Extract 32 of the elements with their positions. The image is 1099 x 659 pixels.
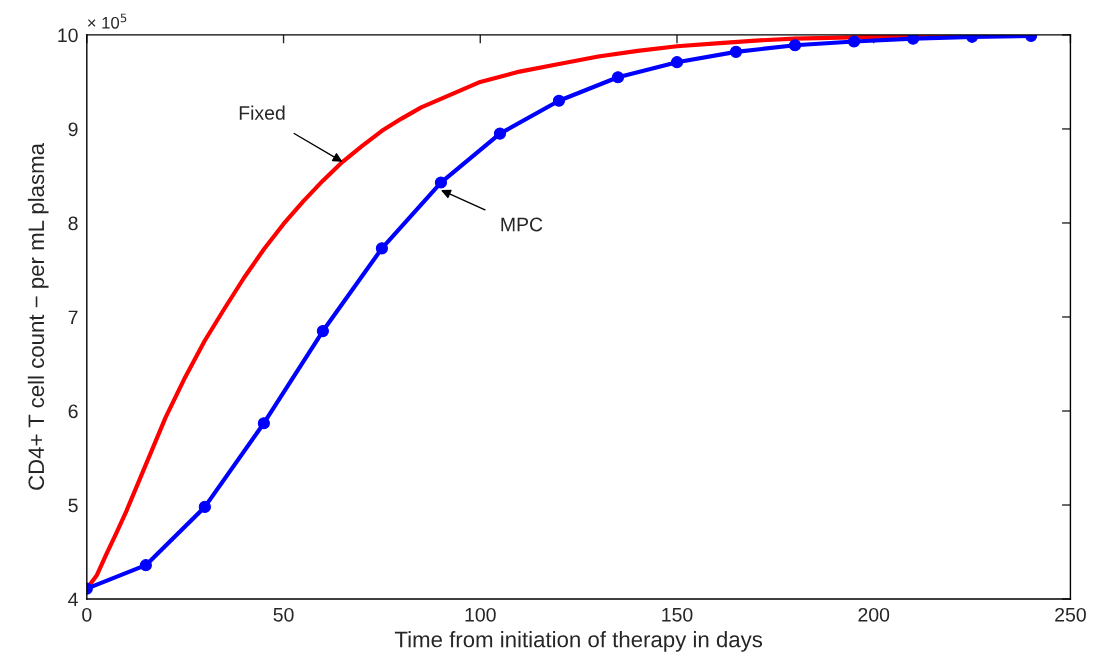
y-tick-label: 7: [68, 310, 78, 325]
x-tick-label: 100: [465, 607, 496, 622]
point: [375, 242, 388, 255]
annotation: Fixed: [239, 105, 285, 120]
y-tick-label: 6: [68, 404, 78, 419]
x-tick-label: 0: [82, 607, 92, 622]
x-axis-title: Time from initiation of therapy in days: [394, 631, 763, 652]
point: [847, 35, 861, 48]
point: [552, 94, 566, 107]
x-tick-label: 200: [858, 607, 890, 622]
y-tick-label: 8: [68, 216, 78, 231]
point: [257, 417, 270, 430]
text: × 10$^{5}$: [87, 13, 127, 29]
point: [611, 71, 625, 84]
point: [316, 325, 329, 338]
point: [729, 45, 743, 58]
point: [788, 39, 802, 52]
y-tick-label: 5: [68, 498, 78, 513]
point: [670, 56, 684, 69]
point: [198, 500, 211, 513]
x-tick-label: 150: [662, 607, 693, 622]
point: [139, 559, 152, 572]
y-axis-title: CD4+ T cell count − per mL plasma: [27, 143, 49, 490]
x-tick-label: 50: [273, 607, 294, 622]
y-tick-label: 9: [68, 122, 78, 137]
y-tick-label: 4: [68, 592, 78, 607]
point: [434, 176, 447, 189]
point: [493, 127, 507, 140]
annotation: MPC: [501, 217, 543, 232]
y-tick-label: 10: [58, 28, 78, 43]
point: [906, 34, 920, 45]
x-tick-label: 250: [1055, 607, 1086, 622]
